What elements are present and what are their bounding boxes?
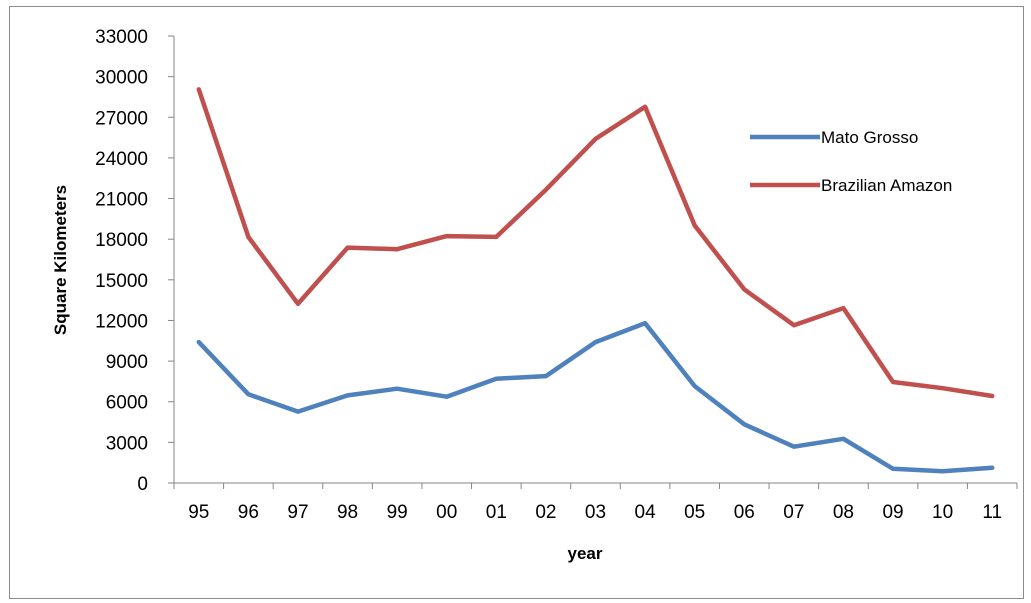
x-tick-label: 05 (684, 502, 705, 523)
y-tick-label: 21000 (95, 190, 148, 211)
y-axis-title: Square Kilometers (51, 185, 70, 335)
x-axis: 95 96 97 98 99 00 01 02 03 04 05 06 07 08 09 10 11 (173, 482, 1018, 523)
y-tick-label: 24000 (95, 149, 148, 170)
x-tick-label: 10 (932, 502, 953, 523)
x-tick-label: 95 (188, 502, 209, 523)
y-tick-label: 30000 (95, 68, 148, 89)
y-axis: 0 3000 6000 9000 12000 15000 18000 21000 24000 27… (95, 27, 175, 495)
x-tick-label: 09 (882, 502, 903, 523)
y-tick-label: 27000 (95, 108, 148, 129)
x-tick-label: 11 (982, 502, 1002, 523)
y-tick-label: 6000 (106, 393, 148, 414)
series-lines (196, 87, 995, 474)
y-tick-label: 3000 (106, 433, 148, 454)
y-tick-label: 15000 (95, 271, 148, 292)
y-tick-label: 12000 (95, 311, 148, 332)
x-tick-label: 07 (783, 502, 804, 523)
x-axis-title: year (568, 544, 603, 563)
x-tick-label: 03 (585, 502, 606, 523)
x-tick-label: 04 (635, 502, 657, 523)
x-tick-label: 99 (387, 502, 408, 523)
x-tick-label: 96 (238, 502, 259, 523)
legend-label: Brazilian Amazon (821, 176, 952, 195)
x-tick-label: 00 (436, 502, 457, 523)
y-tick-label: 9000 (106, 352, 148, 373)
series-line-0 (196, 320, 995, 474)
legend-label: Mato Grosso (821, 128, 918, 147)
x-tick-label: 06 (734, 502, 755, 523)
x-tick-label: 97 (287, 502, 308, 523)
y-tick-label: 18000 (95, 230, 148, 251)
legend: Mato Grosso Brazilian Amazon (750, 128, 952, 195)
y-tick-label: 0 (137, 474, 148, 495)
chart-frame (9, 6, 1024, 599)
series-line-1 (196, 87, 995, 399)
y-tick-label: 33000 (95, 27, 148, 48)
x-tick-label: 08 (833, 502, 854, 523)
x-tick-label: 01 (486, 502, 507, 523)
x-tick-label: 02 (535, 502, 556, 523)
x-tick-label: 98 (337, 502, 358, 523)
